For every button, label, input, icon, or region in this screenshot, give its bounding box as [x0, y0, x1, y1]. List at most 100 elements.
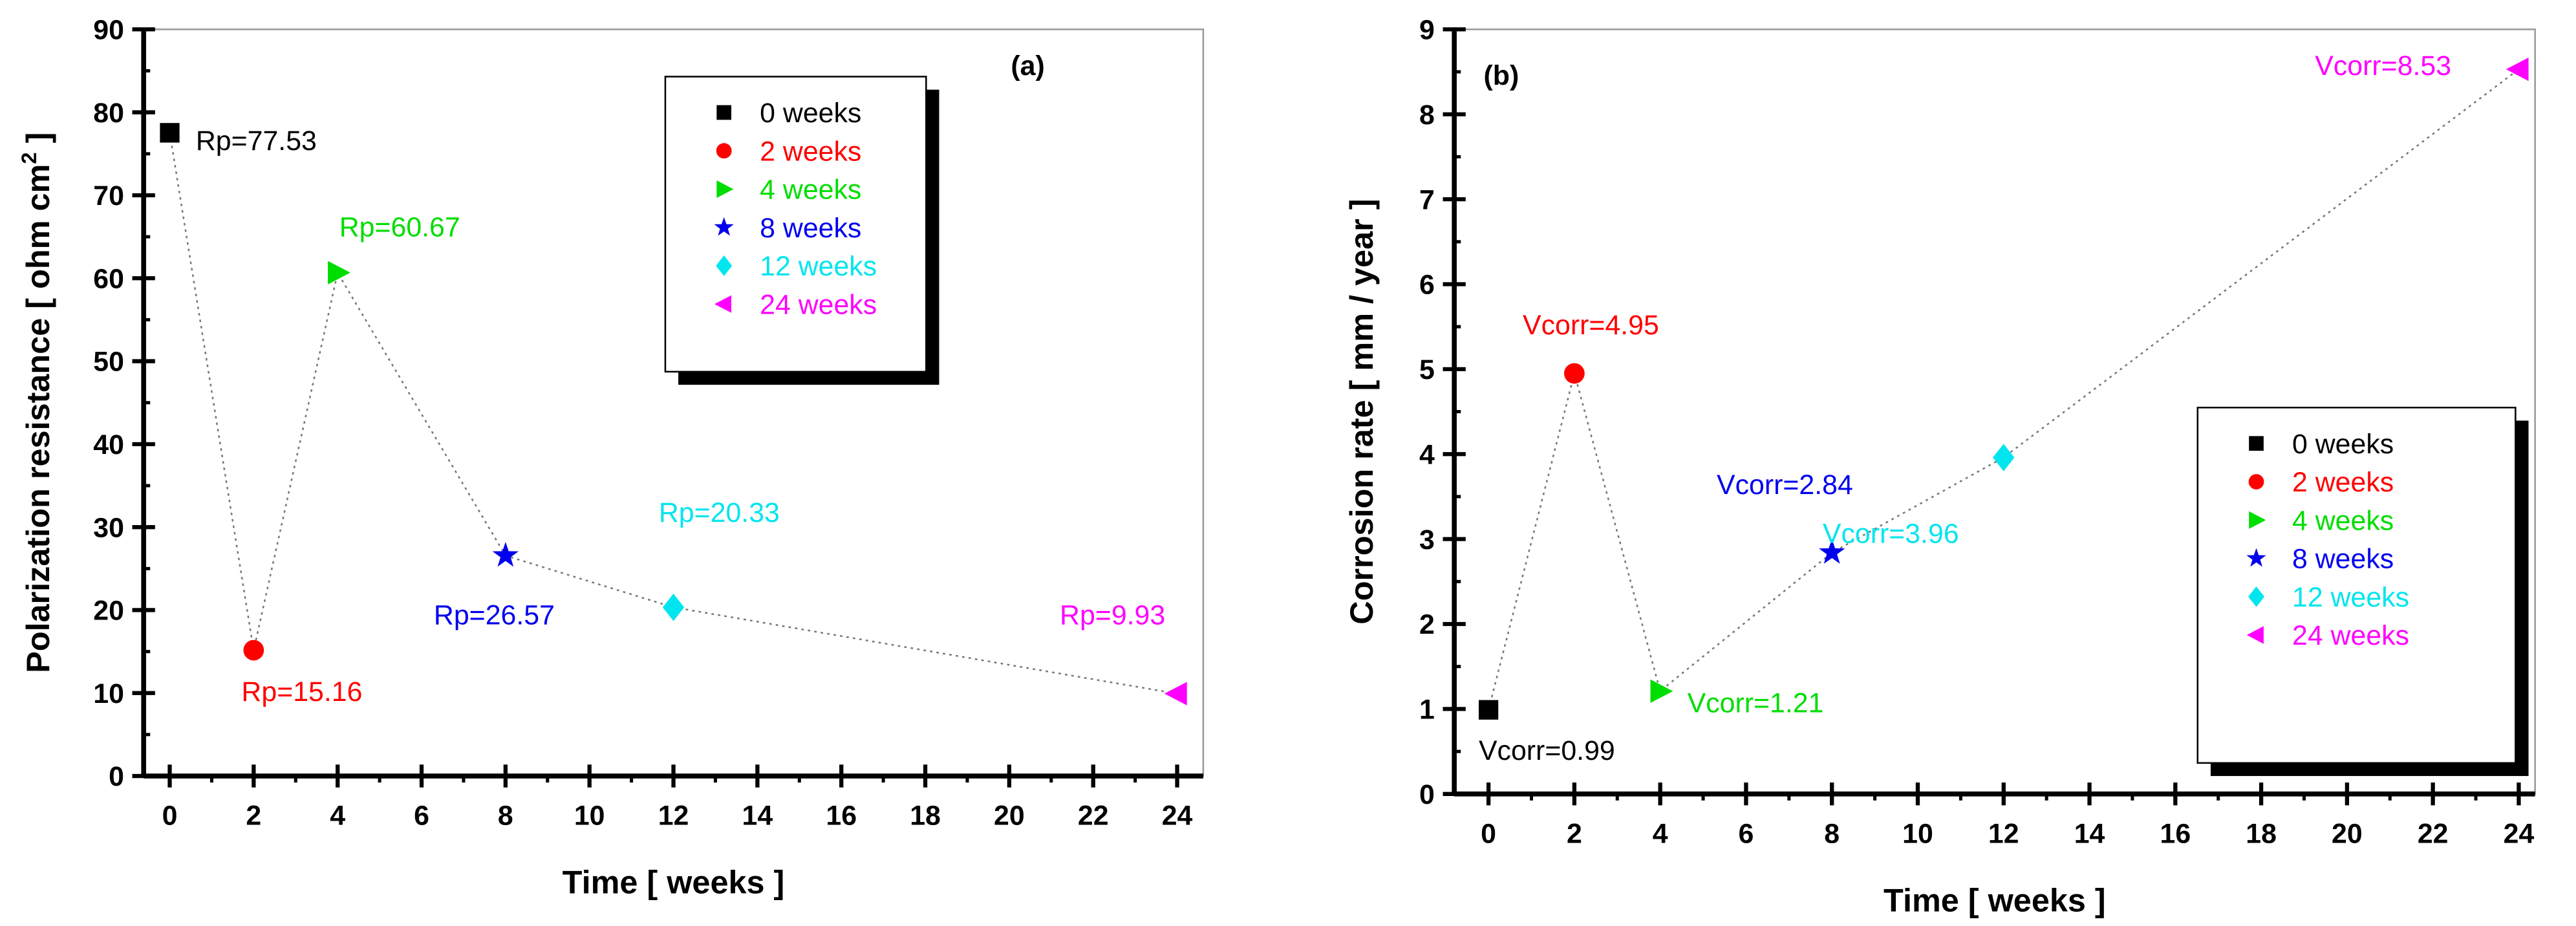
legend-marker-2-weeks	[2248, 474, 2264, 490]
data-point-2-weeks	[243, 640, 264, 661]
y-tick-label: 3	[1419, 524, 1435, 555]
x-tick-label: 16	[2160, 818, 2191, 849]
legend-marker-2-weeks	[716, 143, 732, 159]
x-tick-label: 20	[994, 801, 1025, 832]
data-label: Vcorr=2.84	[1717, 469, 1853, 501]
legend-marker-0-weeks	[2249, 436, 2264, 451]
legend-marker-24-weeks	[2246, 626, 2264, 644]
data-label: Rp=26.57	[434, 600, 555, 631]
legend-marker-12-weeks	[716, 255, 733, 276]
y-tick-label: 0	[1419, 779, 1435, 810]
legend-entry: 24 weeks	[760, 289, 877, 320]
data-point-8-weeks	[492, 542, 519, 567]
data-label: Vcorr=8.53	[2315, 50, 2451, 81]
x-tick-label: 24	[2504, 818, 2535, 849]
data-label: Vcorr=4.95	[1523, 310, 1659, 341]
x-tick-label: 24	[1162, 801, 1193, 832]
legend-marker-8-weeks	[2246, 548, 2266, 567]
panel-label: (b)	[1484, 60, 1519, 91]
x-tick-label: 4	[330, 801, 345, 832]
x-tick-label: 0	[1481, 818, 1496, 849]
data-label: Rp=60.67	[339, 212, 460, 243]
y-tick-label: 6	[1419, 270, 1435, 301]
x-tick-label: 18	[910, 801, 941, 832]
y-tick-label: 80	[93, 98, 124, 129]
data-label: Rp=15.16	[241, 676, 362, 707]
x-tick-label: 4	[1653, 818, 1668, 849]
data-point-4-weeks	[1650, 679, 1673, 703]
data-point-24-weeks	[2506, 57, 2529, 81]
data-label: Rp=77.53	[196, 125, 317, 156]
x-tick-label: 2	[1567, 818, 1582, 849]
y-axis-label-end: ]	[19, 133, 56, 153]
x-tick-label: 2	[246, 801, 261, 832]
x-tick-label: 0	[162, 801, 178, 832]
legend-box	[2196, 407, 2517, 764]
legend-entry: 24 weeks	[2292, 620, 2409, 651]
y-axis-label-text: Polarization resistance [ ohm cm	[19, 164, 56, 673]
x-tick-label: 10	[574, 801, 605, 832]
x-tick-label: 8	[1824, 818, 1840, 849]
y-tick-label: 2	[1419, 609, 1435, 640]
legend-marker-24-weeks	[714, 295, 732, 313]
y-tick-label: 70	[93, 180, 124, 211]
x-tick-label: 20	[2332, 818, 2363, 849]
legend-entry: 0 weeks	[2292, 429, 2394, 460]
legend-marker-4-weeks	[716, 180, 734, 199]
x-tick-label: 22	[1078, 801, 1109, 832]
legend-marker-8-weeks	[714, 217, 734, 236]
legend-marker-4-weeks	[2249, 511, 2266, 529]
x-tick-label: 12	[658, 801, 689, 832]
legend-entry: 2 weeks	[2292, 467, 2394, 498]
data-point-24-weeks	[1164, 682, 1187, 705]
x-tick-label: 18	[2246, 818, 2277, 849]
y-tick-label: 50	[93, 347, 124, 378]
data-point-2-weeks	[1563, 363, 1585, 384]
trend-line	[169, 133, 1177, 694]
x-tick-label: 14	[2074, 818, 2105, 849]
y-axis-label-superscript: 2	[17, 152, 41, 164]
x-tick-label: 22	[2418, 818, 2449, 849]
data-point-4-weeks	[328, 261, 350, 285]
data-label: Vcorr=1.21	[1688, 688, 1824, 719]
y-tick-label: 8	[1419, 100, 1435, 131]
x-tick-label: 10	[1902, 818, 1933, 849]
data-point-0-weeks	[1478, 700, 1499, 720]
legend-entry: 8 weeks	[2292, 544, 2394, 575]
legend-entry: 4 weeks	[760, 175, 861, 206]
y-tick-label: 0	[109, 761, 124, 792]
data-label: Vcorr=0.99	[1479, 735, 1615, 766]
y-tick-label: 20	[93, 596, 124, 627]
x-tick-label: 6	[414, 801, 429, 832]
legend-entry: 12 weeks	[2292, 582, 2409, 613]
data-point-12-weeks	[1993, 444, 2015, 471]
x-axis-label: Time [ weeks ]	[563, 864, 785, 901]
y-tick-label: 10	[93, 678, 124, 709]
y-tick-label: 4	[1419, 439, 1435, 470]
y-axis-label-text: Corrosion rate [ mm / year ]	[1343, 199, 1380, 624]
legend-entry: 0 weeks	[760, 98, 861, 129]
data-point-0-weeks	[160, 123, 180, 143]
legend-entry: 12 weeks	[760, 251, 877, 282]
legend-entry: 2 weeks	[760, 136, 861, 167]
y-tick-label: 7	[1419, 184, 1435, 215]
trend-line	[1487, 69, 2520, 711]
data-point-12-weeks	[662, 594, 685, 621]
x-tick-label: 14	[742, 801, 773, 832]
y-tick-label: 5	[1419, 354, 1435, 385]
legend-entry: 4 weeks	[2292, 505, 2394, 536]
y-tick-label: 90	[93, 15, 124, 46]
legend-entry: 8 weeks	[760, 213, 861, 244]
data-label: Rp=9.93	[1060, 600, 1165, 631]
y-axis-label: Polarization resistance [ ohm cm2 ]	[17, 133, 56, 673]
data-label: Vcorr=3.96	[1823, 519, 1959, 550]
y-tick-label: 9	[1419, 15, 1435, 46]
x-tick-label: 6	[1739, 818, 1754, 849]
data-label: Rp=20.33	[659, 497, 780, 528]
y-tick-label: 40	[93, 429, 124, 460]
x-tick-label: 16	[826, 801, 857, 832]
legend-marker-0-weeks	[716, 105, 732, 120]
x-tick-label: 8	[498, 801, 513, 832]
